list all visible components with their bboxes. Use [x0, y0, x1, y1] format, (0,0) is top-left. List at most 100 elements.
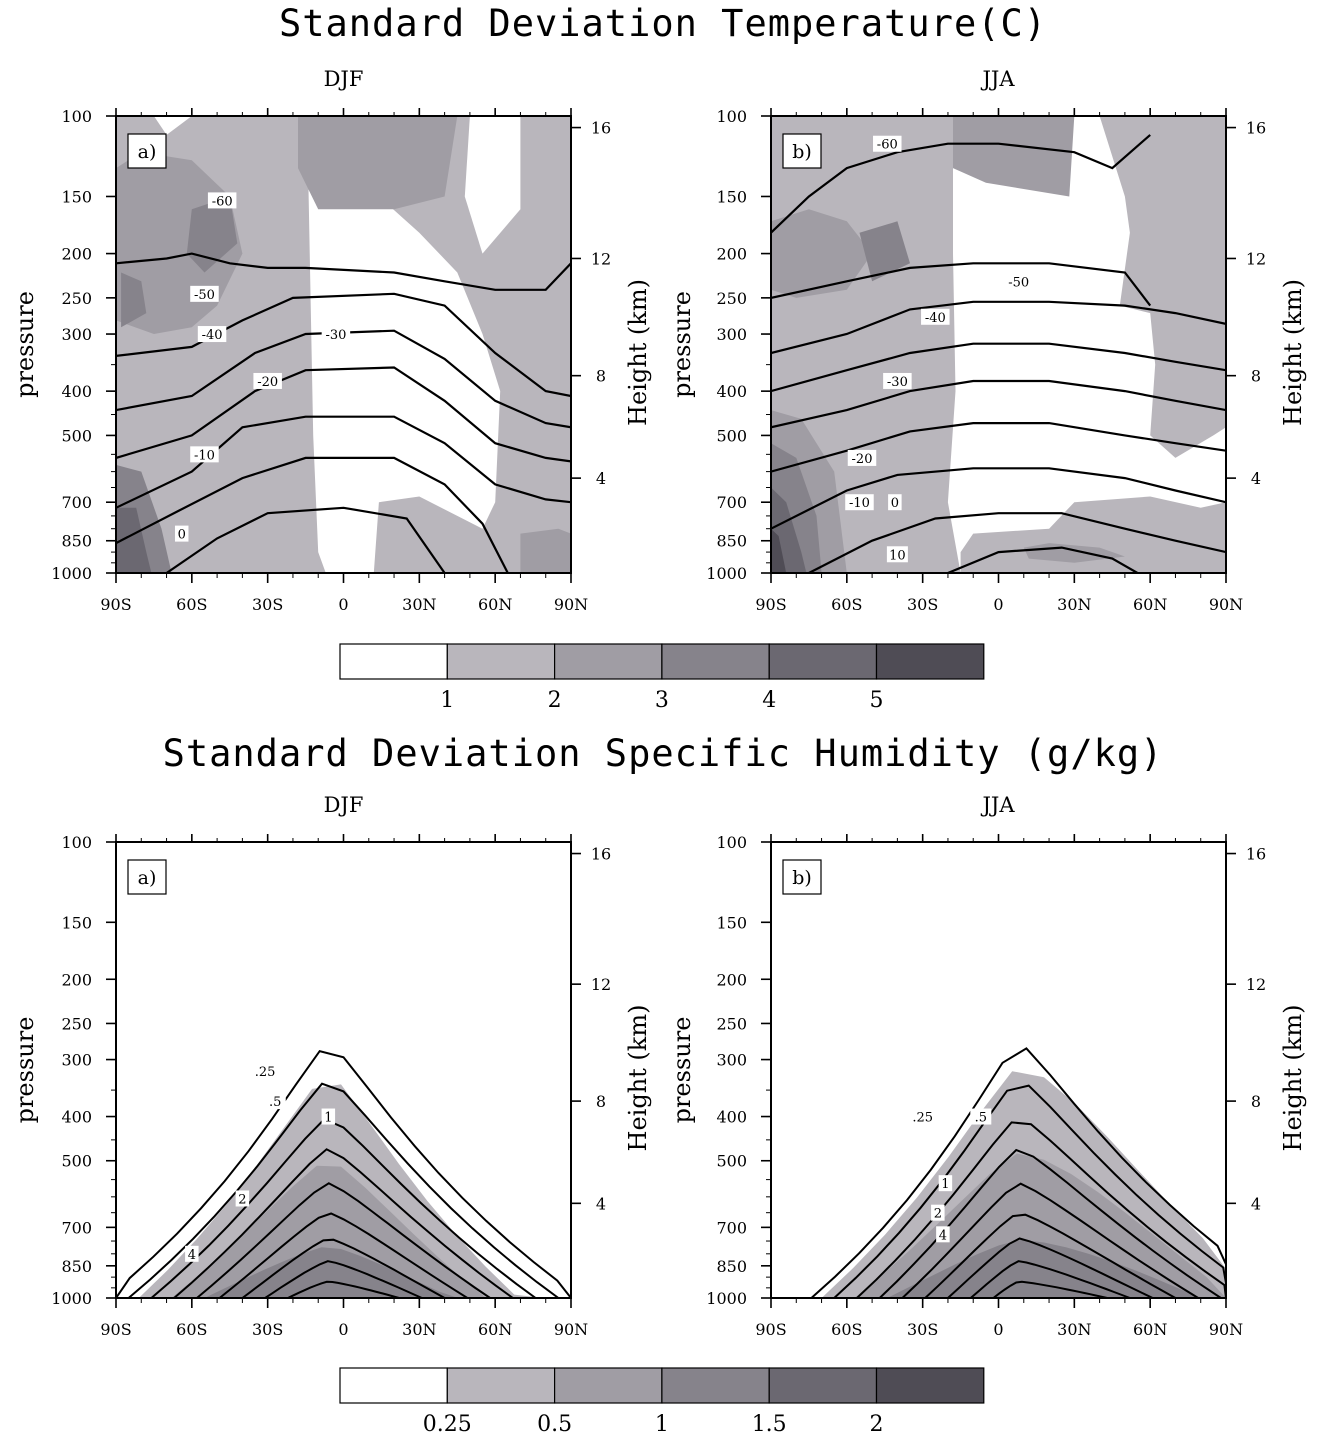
y2-tick-label: 16	[591, 119, 611, 138]
contour-label: 1	[941, 1177, 949, 1192]
contour-label: 10	[889, 548, 906, 563]
contour-line	[116, 329, 571, 429]
contour-label: 4	[939, 1228, 947, 1243]
colorbar-tick-label: 2	[870, 1412, 884, 1435]
x-tick-label: 90S	[755, 595, 786, 614]
contour-label-bg	[250, 1063, 280, 1080]
shade-region	[854, 1153, 1226, 1298]
x-tick-label: 60S	[176, 1320, 207, 1339]
y-tick-label: 700	[61, 493, 92, 512]
plot-area: .25 .5 1 2 4	[116, 1049, 571, 1298]
panel-tag-box	[127, 859, 167, 895]
colorbar-swatch	[661, 1367, 770, 1404]
x-tick-label: 60N	[1133, 595, 1167, 614]
panel-humidity-jja: .25.5124b)JJA100150200250300400500700850…	[668, 793, 1307, 1339]
shade-region	[186, 196, 238, 273]
shade-region	[298, 116, 458, 210]
contour-label: 0	[178, 528, 186, 543]
shade-region	[464, 116, 521, 254]
colorbar-swatch	[446, 643, 556, 680]
contour-line	[771, 342, 1226, 393]
y2-tick-label: 8	[596, 367, 606, 386]
contour-label-bg	[886, 546, 908, 563]
colorbar-swatch	[339, 1367, 448, 1404]
y-tick-label: 150	[61, 913, 92, 932]
colorbar-swatch	[875, 1367, 985, 1404]
contour-line	[287, 1280, 400, 1298]
shade-region	[771, 209, 873, 298]
contour-label-bg	[190, 285, 219, 302]
y2-tick-label: 4	[596, 469, 606, 488]
x-tick-label: 60N	[1133, 1320, 1167, 1339]
contour-label-bg	[207, 192, 237, 209]
contour-label-bg	[888, 494, 902, 511]
y-tick-label: 250	[61, 289, 92, 308]
shade-region	[520, 528, 571, 573]
contour-line	[264, 1260, 423, 1298]
contour-line	[856, 1121, 1226, 1298]
y-tick-label: 400	[716, 1108, 747, 1127]
x-tick-label: 0	[993, 1320, 1003, 1339]
y-tick-label: 500	[61, 1152, 92, 1171]
humidity-figure-title: Standard Deviation Specific Humidity (g/…	[162, 732, 1164, 775]
y2-axis-label: Height (km)	[1279, 279, 1307, 426]
y-tick-label: 300	[61, 1051, 92, 1070]
x-tick-label: 90N	[554, 595, 588, 614]
contour-line	[771, 134, 1151, 234]
colorbar-swatch	[553, 1367, 663, 1404]
y2-tick-label: 16	[1246, 845, 1266, 864]
x-tick-label: 60N	[478, 595, 512, 614]
contour-label-bg	[938, 1175, 953, 1192]
shade-region	[947, 116, 1226, 573]
panel-tag: a)	[138, 141, 157, 163]
y-tick-label: 1000	[51, 1289, 92, 1308]
y-axis-label: pressure	[11, 1017, 39, 1124]
contour-line	[173, 1148, 514, 1298]
contour-label-bg	[1004, 273, 1033, 290]
contour-label: 2	[238, 1192, 246, 1207]
x-tick-label: 30S	[252, 595, 283, 614]
contour-line	[165, 506, 446, 573]
contour-line	[771, 467, 1226, 530]
y-tick-label: 400	[61, 382, 92, 401]
contour-label: 2	[934, 1207, 942, 1222]
y2-axis-label: Height (km)	[624, 1005, 652, 1152]
contour-label-bg	[197, 326, 227, 343]
y2-tick-label: 12	[591, 249, 611, 268]
contour-label: 4	[188, 1248, 196, 1263]
temperature-colorbar: 1 2 3 4 5	[339, 643, 985, 713]
y-tick-label: 1000	[706, 564, 747, 583]
y-tick-label: 500	[716, 1152, 747, 1171]
y-tick-label: 100	[716, 833, 747, 852]
contour-line	[771, 379, 1226, 429]
plot-area: -60 -50 -40 -30 -20 -10 0	[116, 116, 571, 573]
contour-label: -20	[257, 375, 278, 390]
contour-line	[992, 1280, 1108, 1298]
y-tick-label: 150	[61, 187, 92, 206]
contour-label: -60	[212, 194, 233, 209]
y2-tick-label: 12	[1246, 249, 1266, 268]
contour-label: -30	[325, 328, 346, 343]
contour-label: -10	[849, 496, 870, 511]
colorbar-tick-label: 0.25	[423, 1412, 472, 1435]
colorbar-tick-label: 1.5	[752, 1412, 787, 1435]
contour-label-bg	[970, 1108, 992, 1125]
panel-tag: a)	[138, 867, 157, 889]
humidity-colorbar: 0.25 0.5 1 1.5 2	[339, 1367, 985, 1435]
contour-label-bg	[235, 1190, 250, 1207]
contour-label-bg	[931, 1204, 945, 1221]
x-tick-label: 30N	[1057, 1320, 1091, 1339]
y-tick-label: 700	[716, 1218, 747, 1237]
y2-tick-label: 16	[1246, 119, 1266, 138]
plot-area: .25 .5 1 2 4	[810, 1047, 1226, 1298]
contour-line	[947, 1237, 1154, 1298]
shade-region	[116, 507, 152, 573]
panel-season-title: DJF	[324, 67, 364, 91]
contour-label-bg	[921, 308, 950, 325]
y-tick-label: 250	[716, 289, 747, 308]
contour-label: -60	[877, 138, 898, 153]
colorbar-swatch	[661, 643, 770, 680]
temperature-figure-title: Standard Deviation Temperature(C)	[278, 2, 1048, 45]
y-tick-label: 850	[716, 1257, 747, 1276]
